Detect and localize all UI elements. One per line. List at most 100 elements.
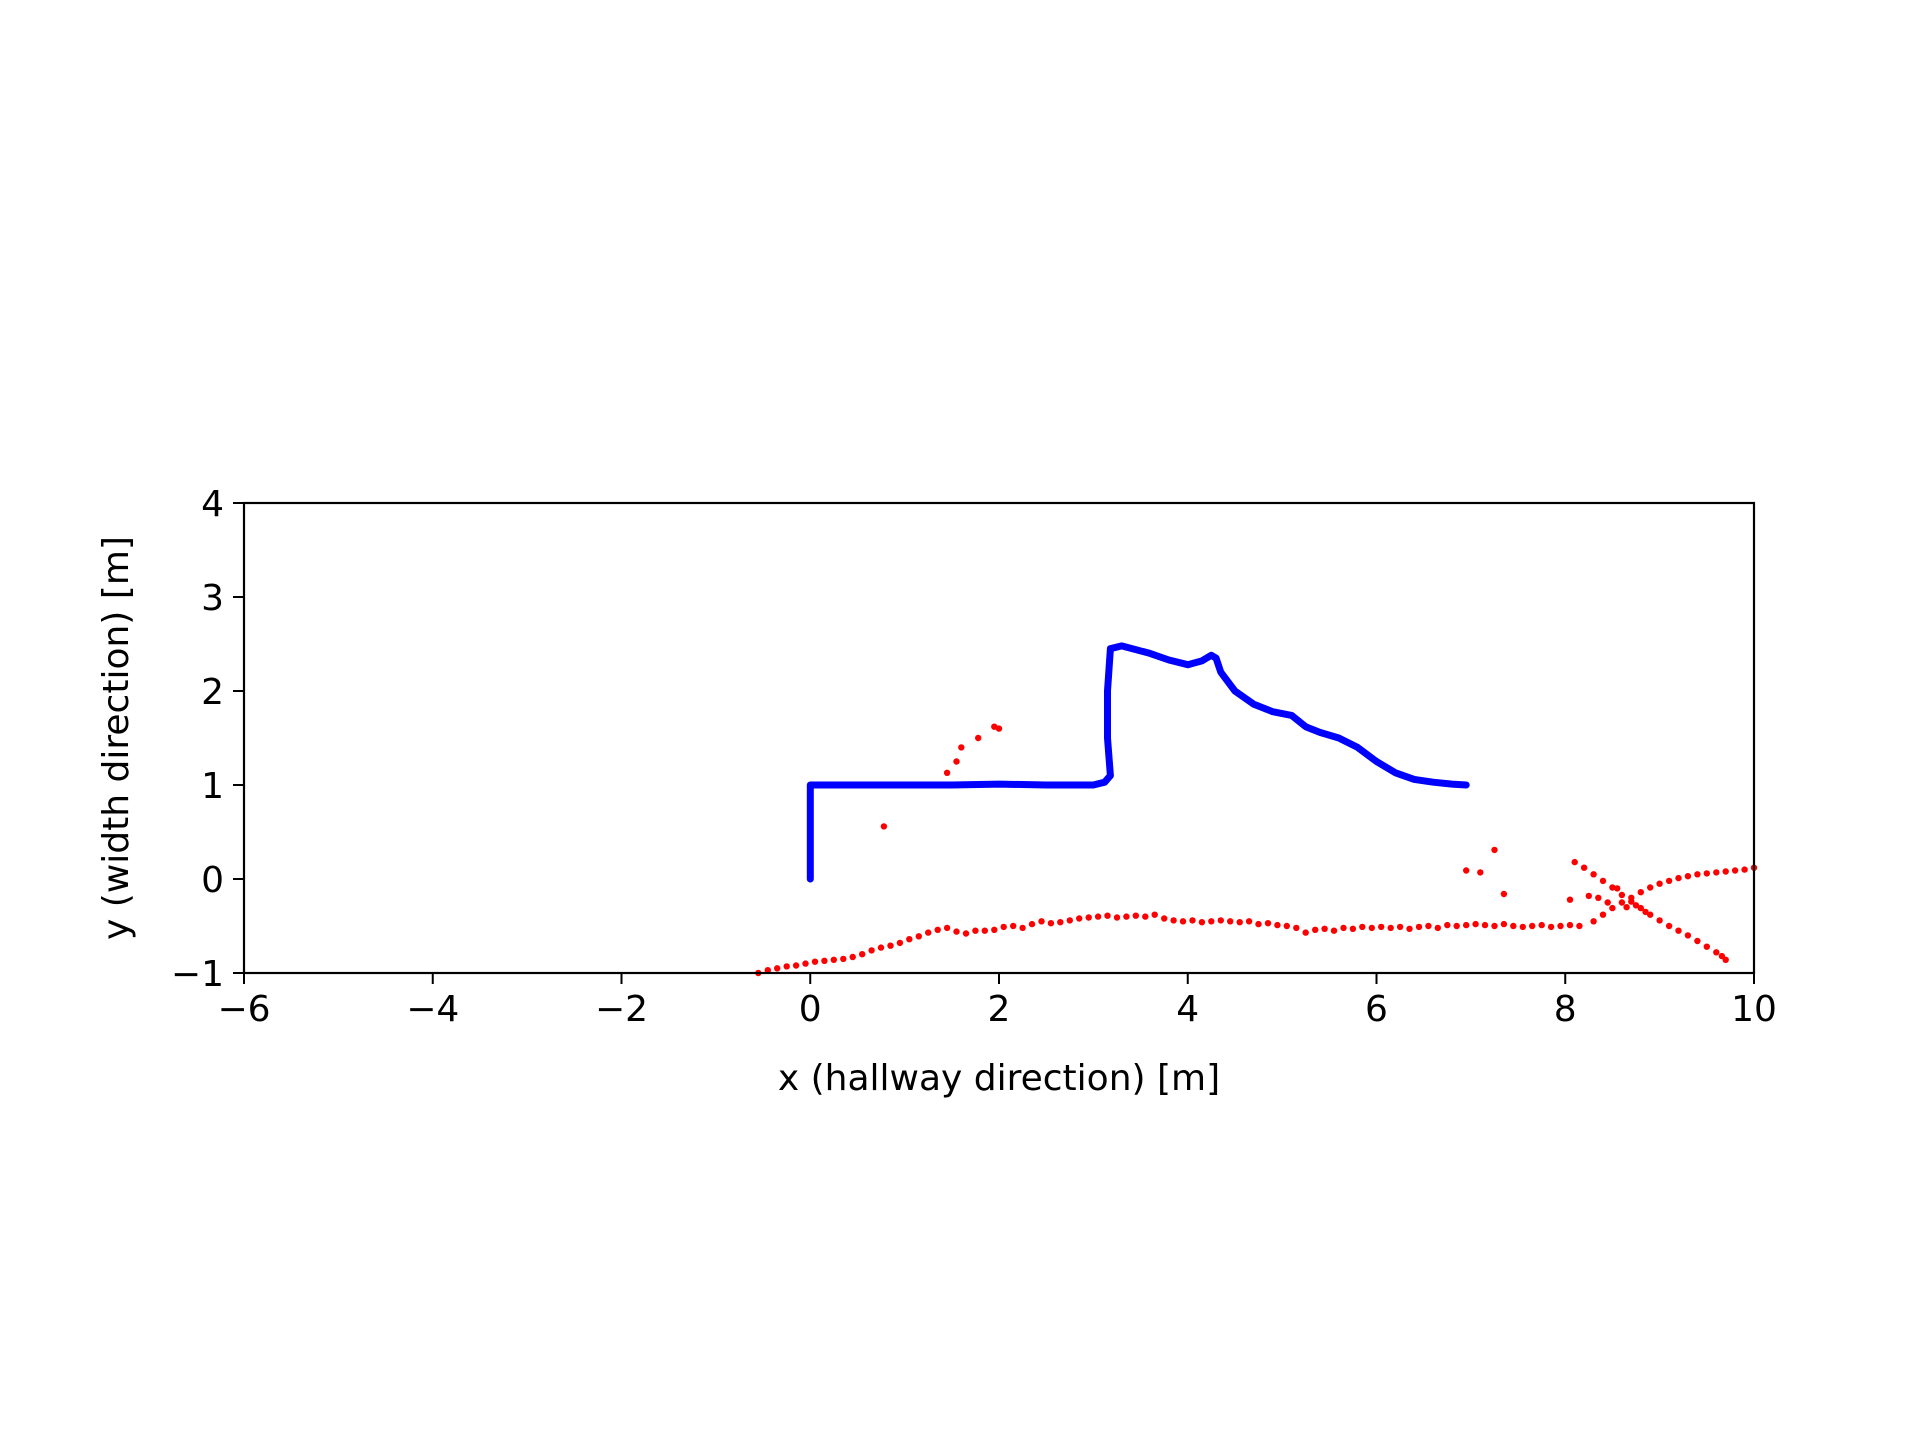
red-scatter-point [1566, 921, 1574, 929]
red-scatter-point [1028, 920, 1036, 928]
red-scatter-point [1481, 921, 1489, 929]
red-scatter-point [1057, 919, 1064, 926]
red-scatter-point [1312, 926, 1319, 933]
x-tick-label: 8 [1554, 989, 1577, 1030]
red-scatter-point [1387, 924, 1394, 932]
red-scatter-point [1684, 932, 1692, 939]
red-scatter-point [1179, 918, 1187, 925]
red-scatter-point [1236, 919, 1243, 926]
red-scatter-point [1255, 920, 1262, 928]
red-scatter-point [953, 928, 960, 935]
red-scatter-point [1614, 885, 1621, 892]
red-scatter-point [1293, 924, 1300, 932]
red-scatter-point [906, 936, 913, 943]
red-scatter-point [1019, 924, 1026, 932]
red-scatter-point [859, 951, 866, 958]
red-scatter-point [934, 926, 941, 933]
red-scatter-point [1547, 923, 1555, 931]
red-scatter-point [1665, 877, 1673, 885]
x-tick-label: 2 [988, 989, 1011, 1030]
red-scatter-point [1628, 894, 1635, 901]
red-scatter-point [887, 942, 894, 949]
red-scatter-point [840, 955, 847, 963]
red-scatter-point [1349, 925, 1357, 932]
red-scatter-point [1637, 904, 1645, 912]
red-scatter-point [1264, 920, 1272, 927]
red-scatter-point [1675, 927, 1682, 934]
red-scatter-point [1415, 923, 1423, 931]
red-scatter-point [1576, 922, 1583, 930]
y-tick-label: 1 [201, 766, 224, 807]
x-axis-ticks: −6 −4 −2 0 2 4 6 8 10 [217, 973, 1777, 1030]
red-scatter-point [1694, 937, 1701, 945]
red-scatter-point [981, 927, 988, 934]
red-scatter-point [1434, 924, 1442, 932]
red-scatter-point [1703, 943, 1711, 950]
red-scatter-point [1694, 871, 1701, 878]
red-scatter-point [1529, 922, 1536, 930]
blue-trajectory-line [806, 642, 1470, 883]
x-tick-label: −2 [595, 989, 648, 1030]
y-tick-label: 4 [201, 484, 224, 525]
red-scatter-point [1283, 922, 1291, 930]
x-tick-label: 10 [1731, 989, 1777, 1030]
red-scatter-point [1453, 922, 1460, 930]
red-scatter-point [1609, 904, 1616, 912]
red-scatter-point [1047, 920, 1055, 927]
series-1 [806, 642, 1470, 883]
red-scatter-point [1359, 923, 1366, 931]
red-scatter-point [975, 734, 982, 742]
red-scatter-point [1557, 922, 1564, 930]
red-scatter-point [1245, 918, 1253, 925]
red-scatter-point [1618, 891, 1626, 899]
series-0 [755, 723, 1758, 977]
red-scatter-point [1396, 923, 1404, 931]
x-tick-label: −6 [217, 989, 270, 1030]
red-scatter-point [1189, 917, 1196, 924]
red-scatter-point [1085, 914, 1092, 921]
y-tick-label: 3 [201, 578, 224, 619]
red-scatter-point [1104, 912, 1111, 919]
red-scatter-point [1656, 917, 1663, 924]
red-scatter-point [1425, 922, 1432, 930]
red-scatter-point [1656, 880, 1663, 887]
red-scatter-point [995, 725, 1003, 732]
x-tick-label: −4 [406, 989, 459, 1030]
red-scatter-point [1731, 867, 1739, 874]
red-scatter-point [1571, 858, 1578, 866]
red-scatter-point [1599, 877, 1607, 885]
red-scatter-point [880, 823, 888, 830]
red-scatter-point [1585, 892, 1593, 900]
red-scatter-point [1538, 921, 1545, 929]
red-scatter-point [849, 953, 856, 961]
red-scatter-point [1472, 920, 1479, 928]
red-scatter-point [1198, 919, 1206, 926]
red-scatter-point [1444, 921, 1451, 929]
red-scatter-point [1722, 868, 1729, 875]
red-scatter-point [1703, 870, 1711, 877]
red-scatter-point [1463, 921, 1470, 929]
x-tick-label: 6 [1365, 989, 1388, 1030]
red-scatter-point [1675, 874, 1682, 882]
red-scatter-point [1642, 908, 1649, 916]
red-scatter-point [1510, 922, 1517, 930]
red-scatter-point [1590, 918, 1597, 925]
red-scatter-point [1604, 899, 1611, 906]
red-scatter-point [1722, 956, 1729, 963]
red-scatter-point [896, 939, 904, 947]
x-tick-label: 0 [799, 989, 822, 1030]
red-scatter-point [764, 967, 771, 974]
red-scatter-point [1217, 917, 1225, 924]
red-scatter-point [1142, 913, 1149, 920]
red-scatter-point [1302, 929, 1309, 936]
red-scatter-point [1000, 923, 1007, 931]
red-scatter-point [1590, 871, 1597, 878]
red-scatter-point [1161, 915, 1168, 922]
red-scatter-point [1580, 864, 1588, 871]
red-scatter-point [1321, 925, 1328, 932]
red-scatter-point [1406, 925, 1413, 932]
red-scatter-point [1637, 889, 1645, 896]
axes-background [244, 503, 1754, 973]
red-scatter-point [943, 924, 951, 932]
red-scatter-point [1123, 913, 1130, 920]
